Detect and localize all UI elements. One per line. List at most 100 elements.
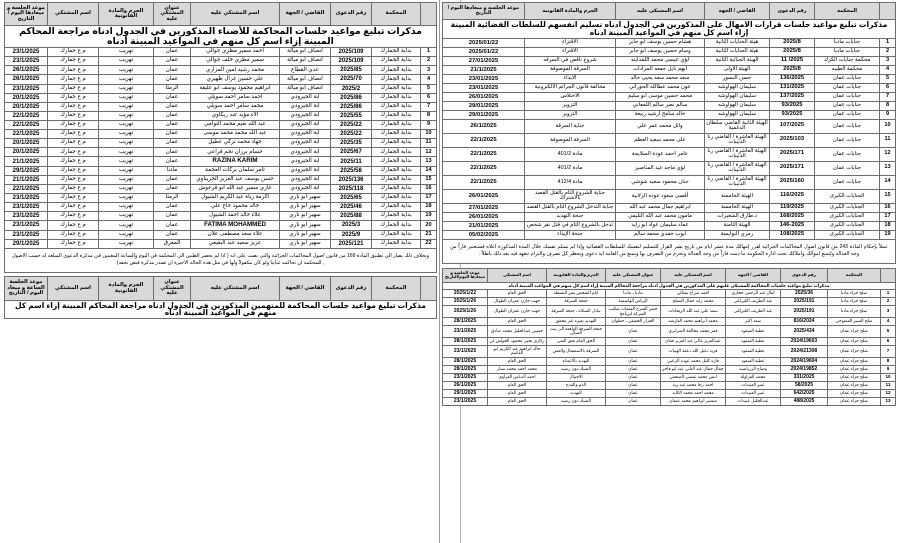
cell-date: 29/01/2025 <box>442 109 525 120</box>
cell-court: الجنايات الكبرى <box>814 202 880 213</box>
cell-defendant: لؤي ماجد عيد المناصير <box>615 160 705 176</box>
cell-index: 10 <box>880 372 896 382</box>
cell-judge: ابة الجيرودي <box>279 92 331 103</box>
cell-charge: السرقة الموصوفة <box>524 64 616 75</box>
cell-address: عمان <box>605 336 661 346</box>
table-row: 12 صلح جزاء عمان 642/2025 عبير العبيدات محمد… <box>442 389 896 399</box>
cell-index: 13 <box>879 160 896 176</box>
cell-plaintiff: م ع جمارك <box>47 174 99 185</box>
cell-index: 13 <box>420 156 437 167</box>
cell-case-number: 2025/ 11 <box>769 55 815 66</box>
cell-charge: الاقتراء <box>524 46 616 57</box>
cell-case-number: 2025/121 <box>330 238 372 249</box>
table-row: 1 صلح جزاء مادبا 2025/36 امال عبد الرحمن حج… <box>442 289 896 299</box>
cell-date: 21/1/2025 <box>442 64 525 75</box>
cell-case-number: 2025/65 <box>330 193 372 204</box>
cell-plaintiff: جهت حازن عمران الطوال <box>487 305 547 318</box>
col-case-number: رقم الدعوى <box>780 268 828 283</box>
left-section1-heading: مذكرات تبليغ مواعيد جلسات قرارات الامهال… <box>442 19 896 39</box>
col-judge: القاضي / الجهة <box>704 1 770 21</box>
cell-defendant: فارة كليل محمد عودة الزعبي <box>660 356 726 366</box>
left-section1-header-row: المحكمة رقم الدعوى القاضي / الجهة اسم ال… <box>442 1 896 21</box>
cell-plaintiff: م ع جمارك <box>47 165 99 176</box>
cell-defendant: خالد سامح ارشيد ربيعة <box>615 109 705 120</box>
cell-date: 20/1/2025 <box>4 147 48 158</box>
table-row: 1 بداية الجمارك 2025/109 انصاف ابو ميالة احم… <box>4 47 437 58</box>
right-section2-table: مذكرات تبليغ مواعيد جلسات المحاكمة للمته… <box>4 276 437 320</box>
cell-case-number: 2025/8 <box>769 37 815 48</box>
cell-index: 9 <box>879 109 896 120</box>
cell-court: بداية الجمارك <box>371 202 421 213</box>
cell-address: عمان <box>153 174 191 185</box>
cell-case-number: 93/2025 <box>769 100 815 111</box>
col-court: المحكمة <box>827 268 881 283</box>
cell-date: 2025/1/26 <box>442 305 488 318</box>
cell-court: جنايات عمان <box>814 160 880 176</box>
cell-charge: تهريب <box>98 47 154 58</box>
cell-index: 15 <box>879 188 896 204</box>
cell-index: 6 <box>880 336 896 346</box>
cell-judge: انصاف ابو ميالة <box>279 56 331 67</box>
cell-charge: تهريب <box>98 65 154 76</box>
cell-charge: تهريب <box>98 110 154 121</box>
table-row: 3 محكمة جنايات الكرك 2025/ 11 الهيئة الجنائ… <box>442 55 896 66</box>
cell-defendant: احمد رجا محمد عبد ربه <box>660 380 726 391</box>
table-row: 21 بداية الجمارك 2025/9 سهير ابو ناري علاء س… <box>4 229 437 240</box>
cell-charge: تبادل الشكاة ـ جنحة السرقة <box>546 305 606 318</box>
cell-judge: د.طارق الشغيرات <box>704 211 770 222</box>
cell-court: بداية الجمارك <box>371 211 421 222</box>
cell-defendant: حنان محمود سعيد شوشي <box>615 174 705 190</box>
table-row: 15 بداية الجمارك 2025/136 ابة الجيرودي حسن ي… <box>4 174 437 185</box>
cell-judge: رمزي النوايسة <box>704 229 770 240</box>
cell-case-number: 2025/46 <box>330 202 372 213</box>
cell-judge: عبد الطريف الكيرابلي <box>725 305 781 318</box>
cell-defendant: سمير مظري خلف جوالي <box>190 56 280 67</box>
cell-date: 23/01/2025 <box>442 82 525 93</box>
cell-charge: تهريب <box>98 174 154 185</box>
cell-index: 8 <box>420 110 437 121</box>
cell-index: 16 <box>879 202 896 213</box>
cell-address: عمان <box>153 138 191 149</box>
cell-case-number: 2025/86 <box>330 101 372 112</box>
cell-index: 19 <box>879 229 896 240</box>
col-charge: الجرم والمادة القانونية <box>98 276 154 301</box>
cell-address: عمان <box>153 119 191 131</box>
left-section2-heading: مذكرات تبليغ مواعيد جلسات المحاكمة للمشت… <box>442 281 896 291</box>
cell-date: 2025/01/22 <box>442 46 525 57</box>
cell-case-number: 2025/22 <box>330 129 372 140</box>
cell-case-number: 488/2025 <box>780 397 828 407</box>
cell-date: 28/1/2025 <box>442 364 488 374</box>
cell-date: 21/1/2025 <box>4 156 48 167</box>
cell-judge: الهيئة الخامسة <box>704 202 770 213</box>
cell-date: 23/1/2025 <box>4 47 48 58</box>
cell-defendant: قمر محمد مخالفة الصرابري <box>660 325 726 338</box>
cell-case-number: 2025/118 <box>330 183 372 195</box>
cell-judge: عطية السعود <box>725 325 781 338</box>
cell-court: الجنايات الكبرى <box>814 188 880 204</box>
cell-charge: تهريب <box>98 119 154 131</box>
cell-date: 22/1/2025 <box>442 132 525 148</box>
col-defendant-address: عنوان المشتكي عليه <box>605 268 661 283</box>
table-row: 16 الجنايات الكبرى 119/2025 الهيئة الخامسة ا… <box>442 202 896 213</box>
cell-address: عمان <box>153 65 191 76</box>
cell-plaintiff: م ع جمارك <box>47 229 99 240</box>
cell-index: 6 <box>879 82 896 93</box>
table-row: 7 بداية الجمارك 2025/86 ابة الجيرودي محمد سا… <box>4 101 437 112</box>
cell-charge: ايام الشخص بغير الشنطه <box>546 289 606 299</box>
cell-defendant: ثامر سلمان بركات العجمة <box>190 165 280 176</box>
cell-index: 2 <box>879 46 896 57</box>
cell-judge: عبير العبيدات <box>725 389 781 399</box>
cell-defendant: سعد محمد سعد يحيى خالد <box>615 73 705 84</box>
cell-address: عمان <box>153 156 191 167</box>
cell-index: 19 <box>420 211 437 222</box>
cell-defendant: جمال جمال عبد الثاني عبد ابو فاخر <box>660 364 726 374</box>
cell-plaintiff: احمد الدباس الغزاوي <box>487 372 547 382</box>
cell-case-number: 58/2025 <box>780 380 828 391</box>
cell-case-number: 2025/171 <box>769 146 815 162</box>
table-row: 5 جنايات عمان 136/2025 حسن النسور سعد محمد س… <box>442 73 896 84</box>
table-row: 2 صلح جزاء مادبا 2025/191 عبد الطريف الكيرا… <box>442 297 896 307</box>
col-session-date: موعد الجلسة و ميعادها اليوم / التاريخ <box>442 1 525 21</box>
col-defendant-name: اسم المشتكي عليه <box>190 276 280 301</box>
cell-plaintiff: م ع جمارك <box>47 47 99 58</box>
cell-date: 29/1/2025 <box>4 165 48 176</box>
